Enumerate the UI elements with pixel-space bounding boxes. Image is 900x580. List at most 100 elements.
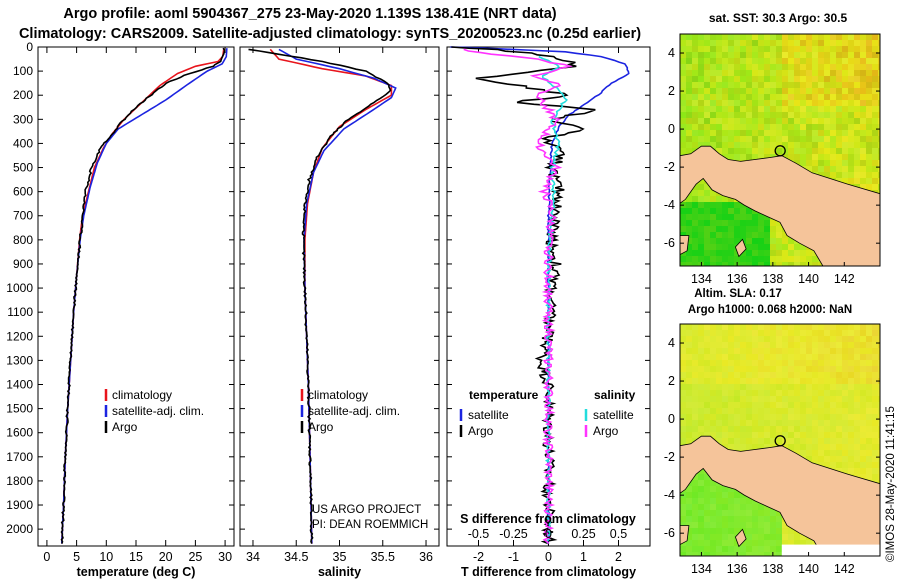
- x-tick-label: 35: [333, 550, 347, 564]
- y-tick-label: 100: [13, 64, 33, 78]
- series-argo--s-: [463, 48, 574, 545]
- x-tick-label: -1: [508, 550, 519, 564]
- x-tick-label: 30: [218, 550, 232, 564]
- land-area: [680, 525, 690, 546]
- s-diff-tick-label: -0.25: [499, 527, 528, 541]
- y-tick-label: 0: [668, 412, 675, 426]
- y-tick-label: 300: [13, 112, 33, 126]
- y-tick-label: -2: [664, 450, 675, 464]
- y-tick-label: 1100: [7, 305, 33, 319]
- x-tick-label: 34.5: [284, 550, 308, 564]
- legend-label: satellite: [468, 408, 509, 422]
- y-tick-label: 0: [26, 40, 33, 54]
- x-tick-label: 34: [246, 550, 260, 564]
- x-tick-label: 25: [188, 550, 202, 564]
- y-tick-label: 2000: [6, 522, 33, 536]
- salinity-panel: 34 34.5 35 35.5 36 salinity: [239, 46, 440, 579]
- x-tick-label: 5: [73, 550, 80, 564]
- project-annotation: US ARGO PROJECT: [312, 504, 421, 516]
- y-tick-label: 900: [13, 257, 33, 271]
- legend-title-salinity: salinity: [594, 388, 636, 402]
- series-argo: [248, 48, 392, 544]
- x-tick-label: 15: [129, 550, 143, 564]
- y-tick-label: 2: [668, 374, 675, 388]
- y-tick-label: 600: [13, 185, 33, 199]
- y-tick-label: 4: [668, 336, 675, 350]
- y-tick-label: 4: [668, 46, 675, 60]
- sla-map-frame: [679, 323, 881, 557]
- salinity-xlabel: salinity: [318, 565, 361, 579]
- legend-label: Argo: [593, 424, 619, 438]
- imos-timestamp: ©IMOS 28-May-2020 11:41:15: [885, 406, 897, 562]
- x-tick-label: 140: [798, 272, 819, 286]
- x-tick-label: -2: [473, 550, 484, 564]
- s-diff-tick-label: 0.5: [610, 527, 627, 541]
- series-satellite--s-: [538, 55, 568, 545]
- s-diff-tick-label: 0: [545, 527, 552, 541]
- x-tick-label: 134: [691, 562, 712, 576]
- y-tick-label: -4: [664, 488, 675, 502]
- legend-label: satellite-adj. clim.: [308, 404, 400, 418]
- legend-label: Argo: [468, 424, 494, 438]
- y-tick-label: 2: [668, 84, 675, 98]
- y-tick-label: 1900: [6, 498, 33, 512]
- x-tick-label: 140: [798, 562, 819, 576]
- y-tick-label: 1300: [6, 353, 33, 367]
- legend-label: climatology: [308, 388, 368, 402]
- y-tick-label: -4: [664, 198, 675, 212]
- x-tick-label: 138: [762, 562, 783, 576]
- y-tick-label: 1600: [6, 426, 33, 440]
- x-tick-label: 2: [615, 550, 622, 564]
- x-tick-label: 10: [99, 550, 113, 564]
- legend-label: satellite-adj. clim.: [112, 404, 204, 418]
- land-area: [680, 145, 880, 266]
- sst-map-frame: [679, 33, 881, 267]
- legend-label: satellite: [593, 408, 634, 422]
- x-tick-label: 0: [43, 550, 50, 564]
- title-line-1: Argo profile: aoml 5904367_275 23-May-20…: [63, 6, 557, 22]
- land-area: [680, 235, 690, 256]
- legend-label: Argo: [308, 420, 334, 434]
- x-tick-label: 35.5: [371, 550, 395, 564]
- temperature-frame: [37, 46, 235, 547]
- x-tick-label: 20: [159, 550, 173, 564]
- y-tick-label: 1700: [6, 450, 33, 464]
- argo-float-marker: [774, 145, 786, 157]
- land-area: [734, 238, 747, 258]
- s-diff-label: S difference from climatology: [460, 512, 636, 526]
- temperature-xlabel: temperature (deg C): [77, 565, 196, 579]
- legend-title-temperature: temperature: [469, 388, 539, 402]
- y-tick-label: 700: [13, 209, 33, 223]
- difference-xlabel: T difference from climatology: [461, 565, 636, 579]
- x-tick-label: 1: [580, 550, 587, 564]
- land-area: [734, 528, 747, 548]
- sla-map-subtitle: Argo h1000: 0.068 h2000: NaN: [688, 304, 852, 316]
- sst-map-title: sat. SST: 30.3 Argo: 30.5: [709, 11, 848, 25]
- y-tick-label: 400: [13, 136, 33, 150]
- y-tick-label: -6: [664, 236, 675, 250]
- land-area: [680, 435, 880, 556]
- y-tick-label: -6: [664, 526, 675, 540]
- y-tick-label: 800: [13, 233, 33, 247]
- sla-map-title: Altim. SLA: 0.17: [694, 288, 782, 300]
- title-line-2: Climatology: CARS2009. Satellite-adjuste…: [18, 26, 642, 42]
- y-tick-label: 0: [668, 122, 675, 136]
- x-tick-label: 142: [834, 272, 855, 286]
- sst-map-field: [680, 34, 880, 266]
- sla-map: 4 2 0 -2 -4 -6 134 136 138 140 142: [664, 323, 881, 576]
- y-tick-label: 1400: [6, 377, 33, 391]
- s-diff-tick-label: 0.25: [571, 527, 595, 541]
- x-tick-label: 138: [762, 272, 783, 286]
- missing-data-region: [781, 544, 880, 556]
- argo-float-marker: [774, 435, 786, 447]
- y-tick-label: 1800: [6, 474, 33, 488]
- y-tick-label: 500: [13, 161, 33, 175]
- x-tick-label: 0: [545, 550, 552, 564]
- sla-map-field: [680, 324, 880, 556]
- x-tick-label: 136: [727, 562, 748, 576]
- legend-label: climatology: [112, 388, 172, 402]
- y-tick-label: 1500: [6, 402, 33, 416]
- y-tick-label: 1000: [6, 281, 33, 295]
- y-tick-label: -2: [664, 160, 675, 174]
